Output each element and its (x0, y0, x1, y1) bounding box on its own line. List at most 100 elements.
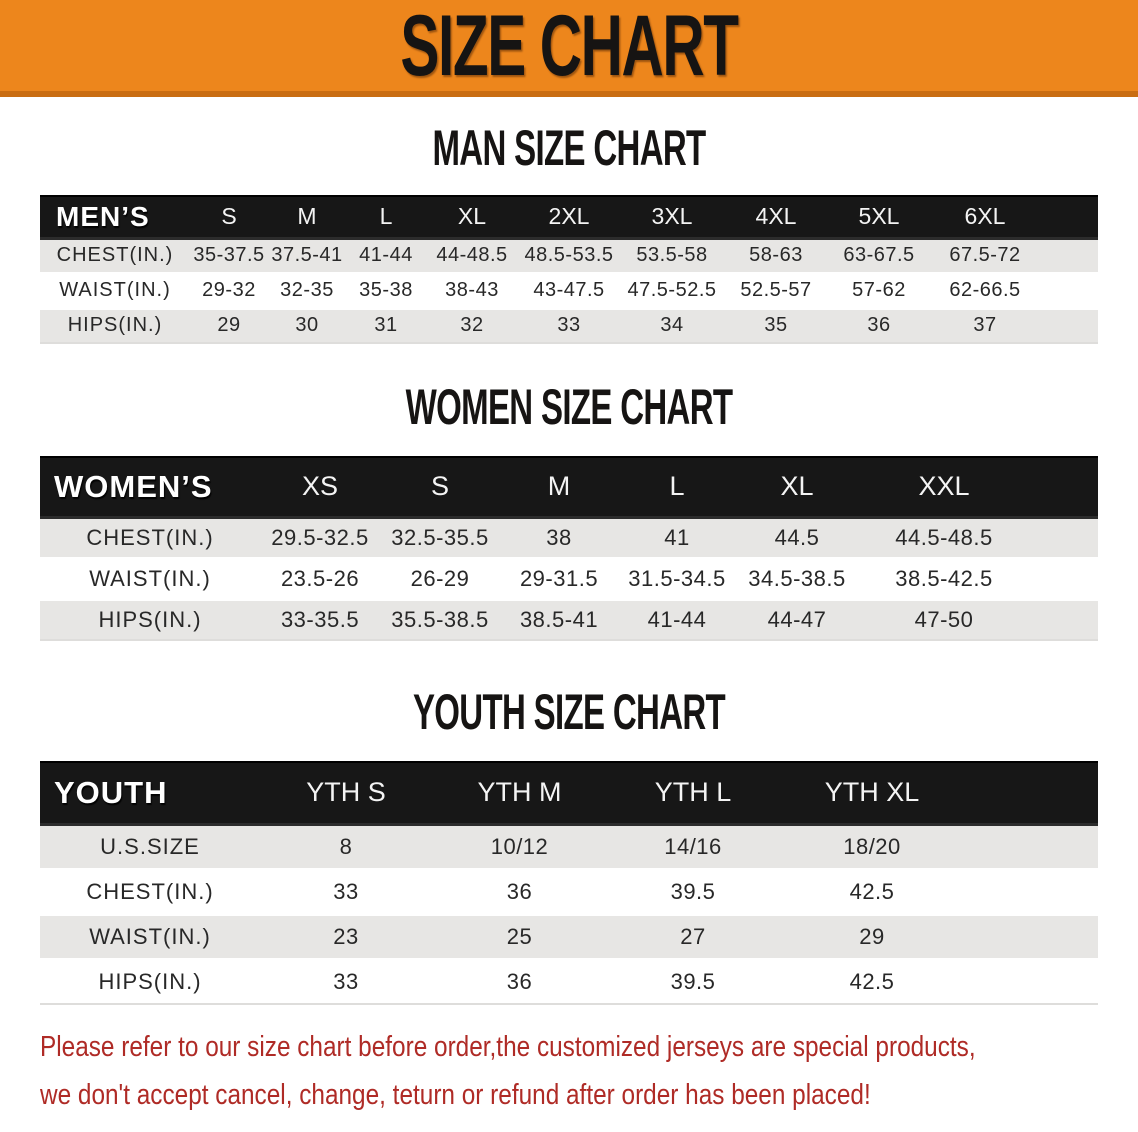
column-header: 3XL (620, 195, 724, 240)
row-label: WAIST(IN.) (59, 279, 171, 301)
table-row: CHEST(IN.) 33 36 39.5 42.5 (40, 869, 1098, 914)
section-youth: YOUTH SIZE CHART YOUTH YTH S YTH M YTH L YTH… (0, 687, 1138, 1005)
size-value-cell: 37 (973, 314, 997, 337)
size-value-cell: 32 (460, 314, 484, 337)
row-label: CHEST(IN.) (56, 244, 174, 266)
column-header: L (346, 195, 426, 240)
column-header: YTH XL (779, 761, 965, 826)
table-row: HIPS(IN.) 33 36 39.5 42.5 (40, 959, 1098, 1004)
size-value-cell: 47.5-52.5 (627, 279, 717, 301)
column-header: 2XL (518, 195, 620, 240)
row-label: HIPS(IN.) (98, 606, 202, 632)
size-value-cell: 48.5-53.5 (524, 244, 614, 266)
size-value-cell: 38.5-42.5 (895, 565, 993, 591)
spacer-cell (1030, 517, 1098, 558)
size-value-cell: 43-47.5 (533, 279, 605, 301)
column-header: 5XL (828, 195, 930, 240)
table-row: HIPS(IN.) 29 30 31 32 33 34 35 36 37 (40, 308, 1098, 343)
size-value-cell: 57-62 (852, 279, 906, 301)
size-value-cell: 53.5-58 (636, 244, 708, 266)
women-table-slot: WOMEN’S XS S M L XL XXL CHEST(IN.) 29.5-32.5 32.5… (0, 456, 1138, 641)
size-value-cell: 42.5 (849, 878, 895, 904)
size-value-cell: 33 (557, 314, 581, 337)
header-row: MEN’S S M L XL 2XL 3XL 4XL 5XL 6XL (40, 195, 1098, 240)
content: MAN SIZE CHART MEN’S S M L XL 2XL 3XL 4XL 5XL 6XL… (0, 123, 1138, 1005)
size-value-cell: 27 (680, 923, 706, 949)
size-value-cell: 25 (506, 923, 533, 949)
table-row: WAIST(IN.) 23 25 27 29 (40, 914, 1098, 959)
row-label: WAIST(IN.) (89, 923, 211, 949)
size-value-cell: 52.5-57 (740, 279, 812, 301)
table-group-label: WOMEN’S (40, 456, 260, 519)
size-value-cell: 44.5 (774, 524, 820, 550)
column-header: S (190, 195, 268, 240)
table-row: U.S.SIZE 8 10/12 14/16 18/20 (40, 824, 1098, 869)
size-value-cell: 29 (217, 314, 241, 337)
men-table-slot: MEN’S S M L XL 2XL 3XL 4XL 5XL 6XL CHEST(IN.) 35-37… (0, 195, 1138, 344)
size-value-cell: 34 (660, 314, 684, 337)
spacer-cell (965, 959, 1098, 1004)
row-label: HIPS(IN.) (67, 314, 163, 337)
size-value-cell: 41-44 (359, 244, 413, 266)
size-table-youth: YOUTH YTH S YTH M YTH L YTH XL U.S.SIZE 8 10/12… (40, 761, 1098, 1005)
size-value-cell: 29.5-32.5 (271, 524, 369, 550)
spacer-cell (1030, 456, 1098, 519)
column-header: YTH S (260, 761, 432, 826)
section-heading-men: MAN SIZE CHART (432, 120, 706, 176)
size-value-cell: 38.5-41 (519, 606, 599, 632)
size-value-cell: 18/20 (843, 833, 901, 859)
size-value-cell: 38-43 (445, 279, 499, 301)
size-value-cell: 29-31.5 (519, 565, 599, 591)
size-value-cell: 36 (506, 878, 533, 904)
youth-table-slot: YOUTH YTH S YTH M YTH L YTH XL U.S.SIZE 8 10/12… (0, 761, 1138, 1005)
page-title: SIZE CHART (400, 0, 739, 94)
size-value-cell: 58-63 (749, 244, 803, 266)
size-value-cell: 32-35 (280, 279, 334, 301)
table-row: CHEST(IN.) 35-37.5 37.5-41 41-44 44-48.5 48.5… (40, 238, 1098, 273)
row-label: CHEST(IN.) (86, 524, 214, 550)
size-value-cell: 32.5-35.5 (391, 524, 489, 550)
spacer-cell (1040, 273, 1098, 308)
size-value-cell: 23.5-26 (280, 565, 360, 591)
size-value-cell: 8 (339, 833, 353, 859)
spacer-cell (965, 914, 1098, 959)
size-value-cell: 23 (333, 923, 359, 949)
size-value-cell: 10/12 (490, 833, 549, 859)
section-heading-women: WOMEN SIZE CHART (405, 379, 733, 435)
column-header: M (500, 456, 618, 519)
column-header: XL (736, 456, 858, 519)
header-row: YOUTH YTH S YTH M YTH L YTH XL (40, 761, 1098, 826)
size-value-cell: 63-67.5 (843, 244, 915, 266)
size-value-cell: 26-29 (410, 565, 470, 591)
size-value-cell: 29-32 (202, 279, 256, 301)
size-value-cell: 62-66.5 (949, 279, 1021, 301)
size-value-cell: 37.5-41 (271, 244, 343, 266)
size-table-men: MEN’S S M L XL 2XL 3XL 4XL 5XL 6XL CHEST(IN.) 35-37… (40, 195, 1098, 344)
size-value-cell: 41-44 (647, 606, 707, 632)
size-value-cell: 33 (333, 878, 359, 904)
section-men: MAN SIZE CHART MEN’S S M L XL 2XL 3XL 4XL 5XL 6XL… (0, 123, 1138, 344)
table-row: WAIST(IN.) 23.5-26 26-29 29-31.5 31.5-34.5 34… (40, 558, 1098, 599)
disclaimer-line-1: Please refer to our size chart before or… (40, 1031, 976, 1063)
section-women: WOMEN SIZE CHART WOMEN’S XS S M L XL XXL CHEST(… (0, 382, 1138, 641)
banner: SIZE CHART (0, 0, 1138, 97)
size-value-cell: 41 (664, 524, 690, 550)
size-value-cell: 34.5-38.5 (748, 565, 846, 591)
size-value-cell: 14/16 (664, 833, 722, 859)
size-value-cell: 33 (333, 968, 359, 994)
size-value-cell: 36 (867, 314, 891, 337)
header-row: WOMEN’S XS S M L XL XXL (40, 456, 1098, 519)
table-group-label: YOUTH (40, 761, 260, 826)
size-value-cell: 44-48.5 (436, 244, 508, 266)
spacer-cell (1040, 195, 1098, 240)
spacer-cell (1030, 558, 1098, 599)
row-label: U.S.SIZE (100, 833, 200, 859)
spacer-cell (1030, 599, 1098, 640)
spacer-cell (1040, 238, 1098, 273)
size-value-cell: 67.5-72 (949, 244, 1021, 266)
column-header: L (618, 456, 736, 519)
table-row: WAIST(IN.) 29-32 32-35 35-38 38-43 43-47.5 47.… (40, 273, 1098, 308)
table-row: CHEST(IN.) 29.5-32.5 32.5-35.5 38 41 44.5 44.5… (40, 517, 1098, 558)
size-value-cell: 35-37.5 (193, 244, 265, 266)
